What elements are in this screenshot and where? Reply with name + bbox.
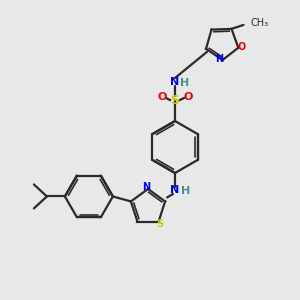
Text: N: N <box>170 185 180 195</box>
Text: CH₃: CH₃ <box>250 18 268 28</box>
Text: N: N <box>215 54 224 64</box>
Text: S: S <box>156 219 163 229</box>
Text: N: N <box>170 77 180 87</box>
Text: O: O <box>183 92 193 102</box>
Text: O: O <box>157 92 167 102</box>
Text: H: H <box>182 186 190 196</box>
Text: N: N <box>142 182 150 192</box>
Text: H: H <box>180 78 190 88</box>
Text: O: O <box>237 42 245 52</box>
Text: S: S <box>170 94 179 107</box>
